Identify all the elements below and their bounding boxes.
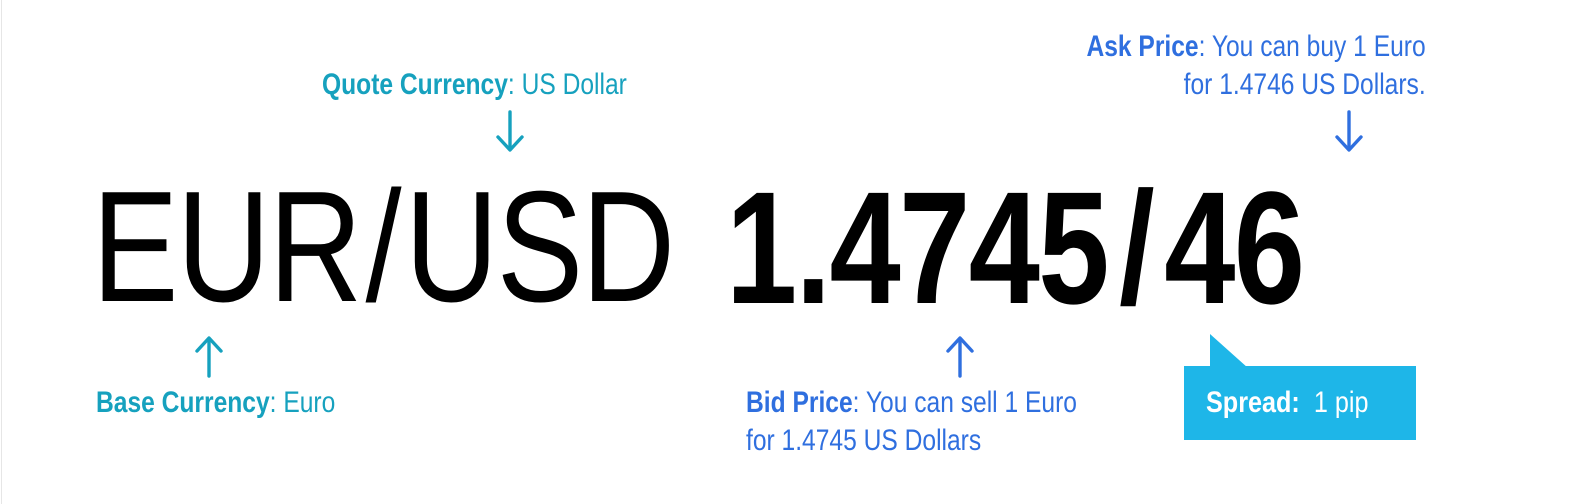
ask-price-desc-line1: You can buy 1 Euro: [1205, 30, 1426, 63]
ask-price-label: Ask Price: You can buy 1 Euro for 1.4746…: [1087, 28, 1426, 104]
ask-price-desc-line2: for 1.4746 US Dollars.: [1183, 68, 1426, 101]
base-currency-desc: Euro: [276, 386, 336, 419]
bid-price-desc-line1: You can sell 1 Euro: [859, 386, 1077, 419]
bid-price-term: Bid Price: [746, 386, 853, 419]
bid-price-colon: :: [852, 386, 860, 419]
spread-value: 1 pip: [1313, 386, 1369, 419]
quote-currency-colon: :: [507, 68, 515, 101]
ask-price-term: Ask Price: [1086, 30, 1199, 63]
spread-callout-pointer: [1210, 334, 1248, 368]
quote-currency-code: USD: [404, 159, 675, 335]
arrow-up-icon: [946, 336, 974, 378]
quote-currency-desc: US Dollar: [514, 68, 627, 101]
base-currency-colon: :: [269, 386, 277, 419]
bid-price-label: Bid Price: You can sell 1 Euro for 1.474…: [746, 384, 1077, 460]
ask-price-colon: :: [1198, 30, 1206, 63]
spread-term: Spread:: [1206, 386, 1300, 419]
quote-currency-label: Quote Currency: US Dollar: [322, 66, 627, 104]
quote-currency-term: Quote Currency: [322, 68, 508, 101]
price-separator: /: [1119, 158, 1155, 337]
left-border: [1, 0, 2, 504]
arrow-down-icon: [496, 110, 524, 152]
spread-callout: [1184, 366, 1416, 440]
bid-price-value: 1.4745: [726, 158, 1110, 337]
base-currency-code: EUR: [92, 159, 362, 335]
arrow-down-icon: [1335, 110, 1363, 152]
price-quote: 1.4745/46: [726, 168, 1305, 328]
base-currency-term: Base Currency: [96, 386, 270, 419]
base-currency-label: Base Currency: Euro: [96, 384, 335, 422]
ask-price-suffix: 46: [1164, 158, 1305, 337]
currency-pair: EUR/USD: [92, 168, 675, 326]
arrow-up-icon: [195, 336, 223, 378]
spread-label: Spread: 1 pip: [1206, 384, 1368, 422]
bid-price-line1: Bid Price: You can sell 1 Euro: [746, 384, 1077, 422]
pair-separator: /: [365, 159, 402, 335]
bid-price-desc-line2: for 1.4745 US Dollars: [746, 424, 982, 457]
ask-price-line1: Ask Price: You can buy 1 Euro: [1087, 28, 1426, 66]
